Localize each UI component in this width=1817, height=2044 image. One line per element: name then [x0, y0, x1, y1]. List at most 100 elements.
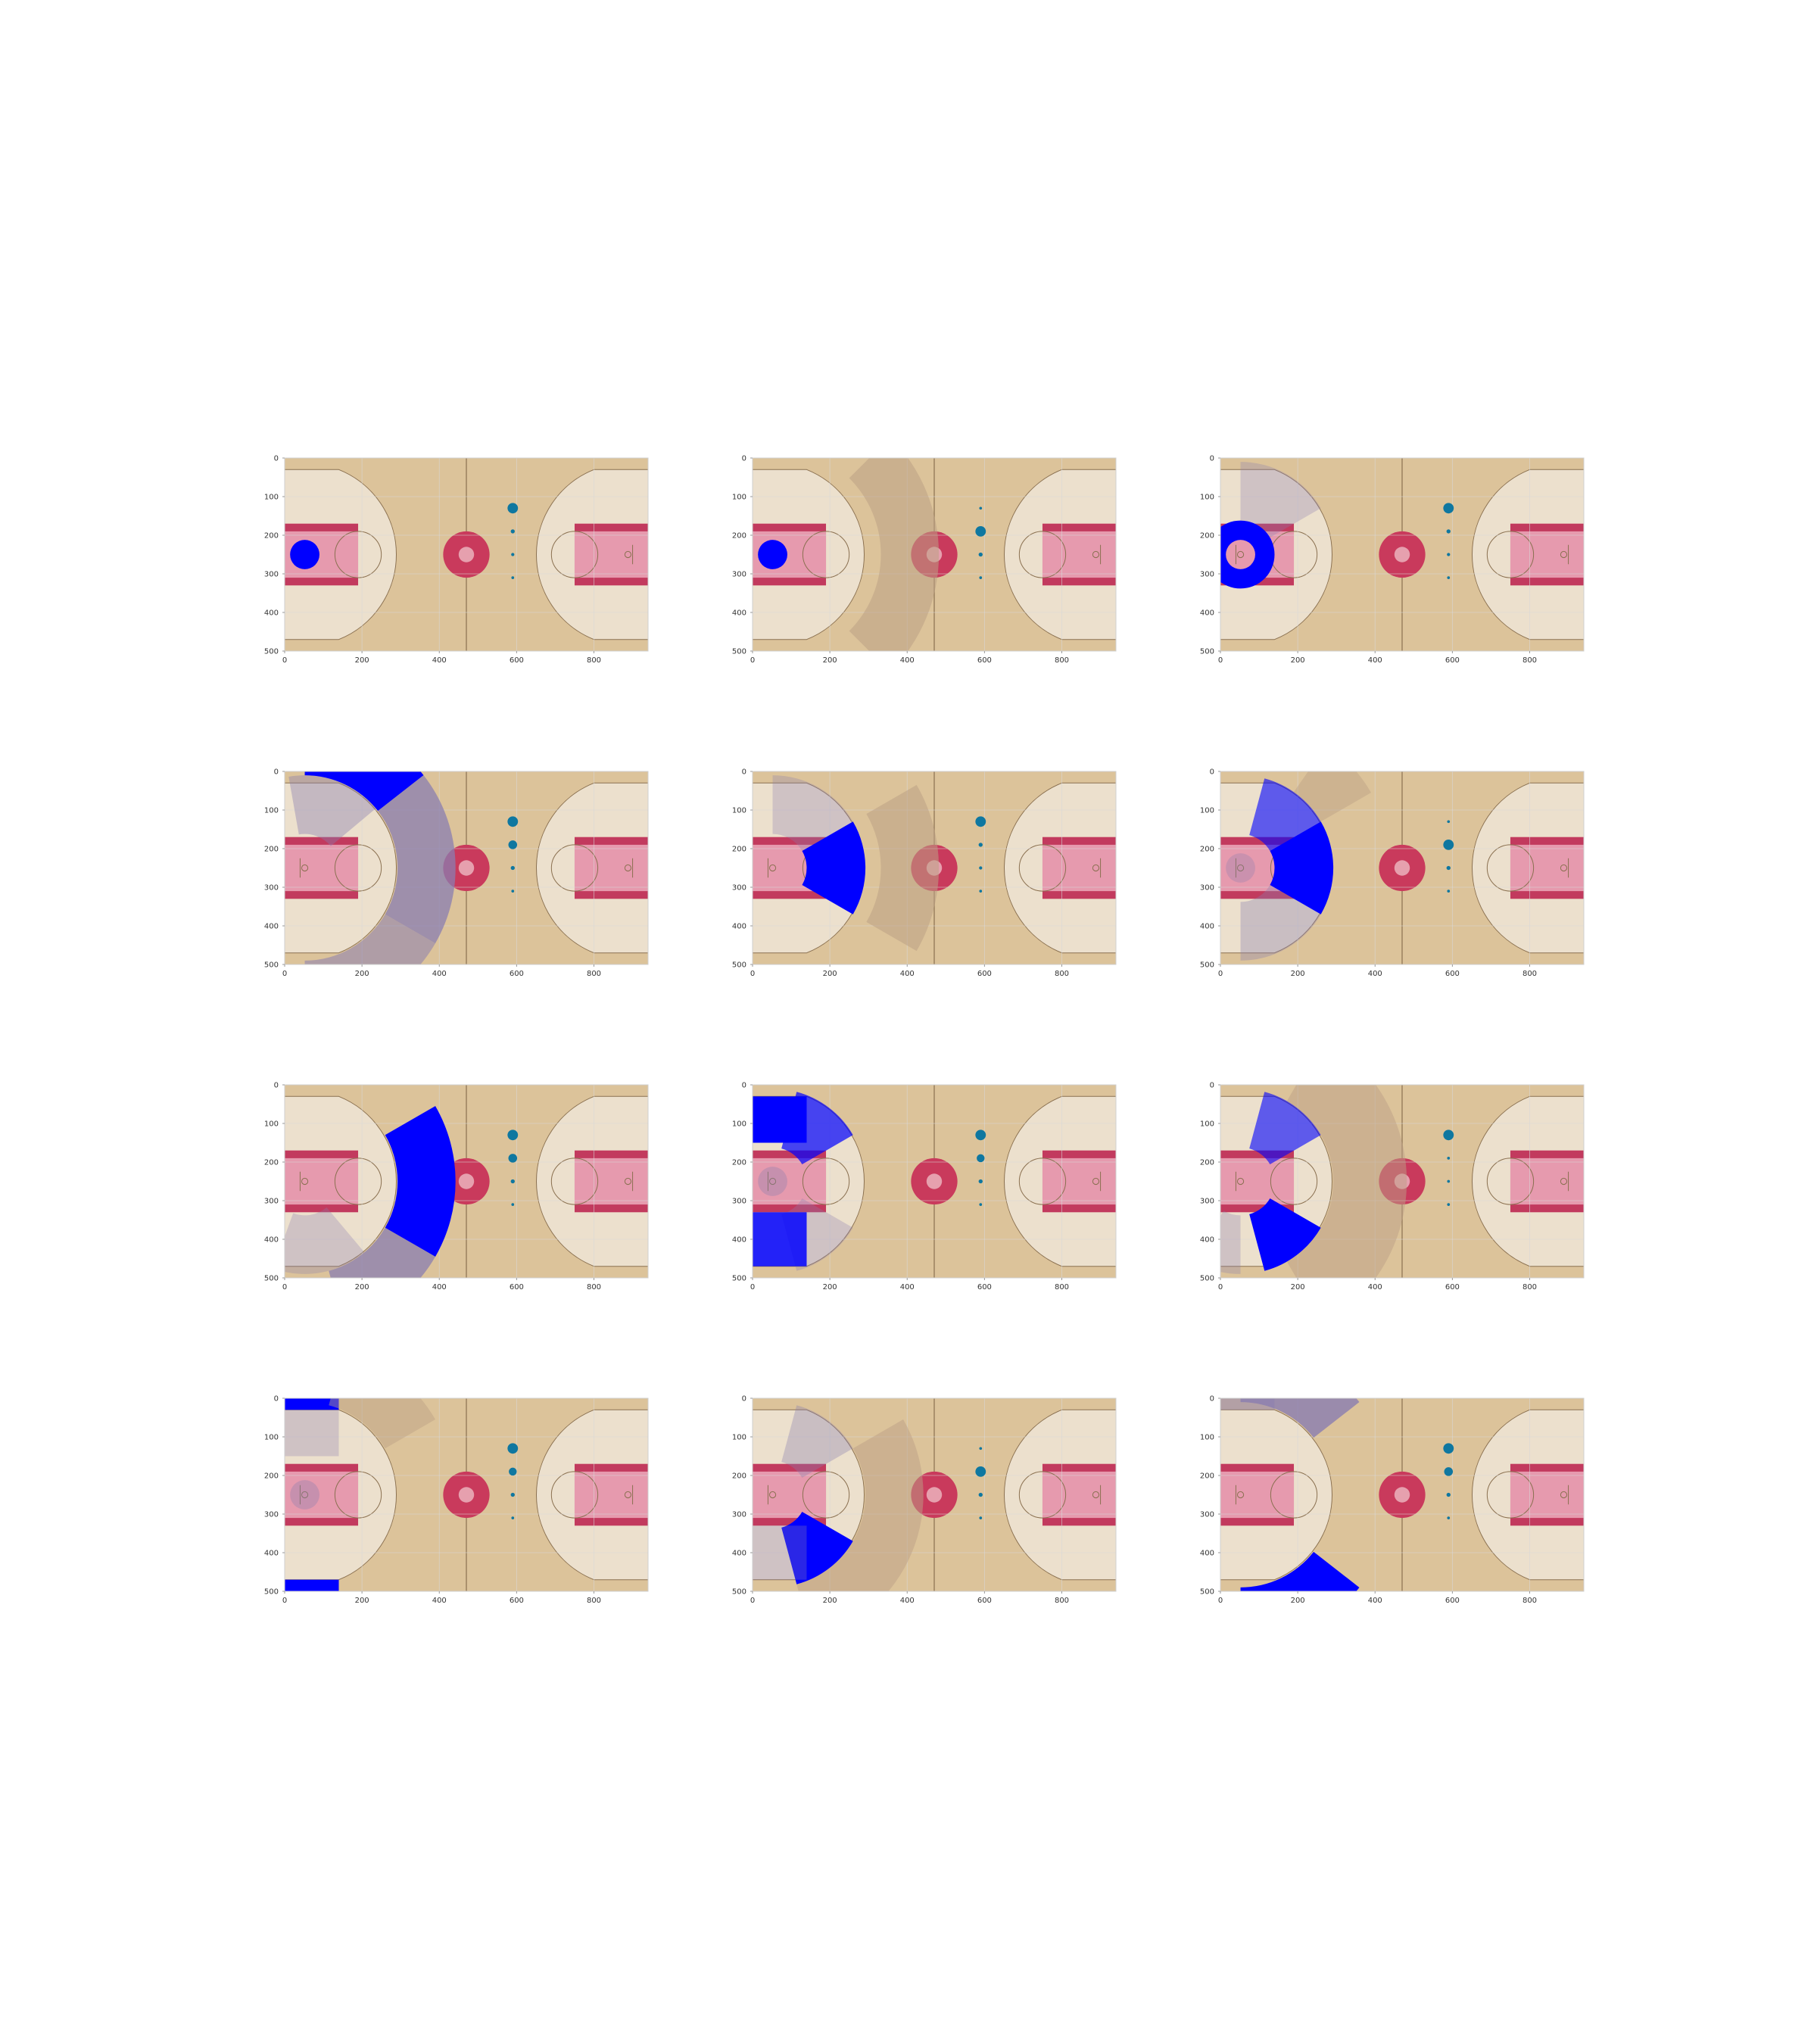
marker-2 [510, 529, 515, 534]
marker-4 [1447, 1203, 1451, 1206]
zone-3 [866, 784, 940, 952]
y-tick-label: 500 [732, 648, 746, 656]
x-tick-label: 0 [282, 1597, 287, 1605]
x-tick-label: 0 [750, 1283, 755, 1292]
y-tick-label: 100 [1200, 494, 1214, 502]
y-tick-label: 300 [732, 884, 746, 893]
axes-frame [1220, 1084, 1585, 1279]
y-tick-label: 300 [1200, 1198, 1214, 1206]
x-tick-label: 200 [355, 1597, 369, 1605]
zone-overlays [1220, 1398, 1360, 1591]
y-tick-label: 0 [742, 768, 746, 777]
free-throw-circle-left [334, 1158, 382, 1205]
x-tick-label: 0 [750, 656, 755, 665]
x-tick-label: 800 [1055, 1283, 1069, 1292]
court-panel-4: 0 200 400 600 800 0 100 200 300 400 500 [264, 768, 649, 978]
marker-2 [508, 840, 518, 849]
y-tick-label: 400 [732, 609, 746, 618]
y-tick-label: 300 [264, 1511, 279, 1519]
axes-frame [752, 1084, 1117, 1279]
court-panel-5: 0 200 400 600 800 0 100 200 300 400 500 [732, 768, 1117, 978]
y-tick-label: 0 [274, 768, 279, 777]
y-tick-label: 400 [1200, 1236, 1214, 1245]
hoop-left [301, 1491, 309, 1499]
x-tick-label: 400 [1368, 1597, 1382, 1605]
y-tick-label: 300 [264, 884, 279, 893]
x-tick-label: 400 [1368, 970, 1382, 978]
zone-2 [1249, 1198, 1321, 1271]
y-tick-label: 100 [264, 1120, 279, 1129]
free-throw-circle-left [802, 1471, 850, 1519]
zone-overlays [753, 1405, 924, 1591]
marker-2 [978, 843, 983, 847]
zone-4 [753, 1525, 807, 1580]
zone-4 [753, 1212, 807, 1267]
y-tick-label: 500 [264, 1275, 279, 1283]
marker-2 [1443, 840, 1454, 850]
hoop-right [624, 1177, 632, 1186]
marker-1 [975, 816, 986, 827]
marker-4 [979, 576, 983, 579]
hoop-right [624, 550, 632, 559]
hoop-right [1560, 1491, 1568, 1499]
hoop-right [624, 864, 632, 872]
court-panel-11: 0 200 400 600 800 0 100 200 300 400 500 [732, 1395, 1117, 1605]
free-throw-circle-right [1018, 844, 1067, 892]
y-tick-label: 200 [1200, 846, 1214, 854]
zone-3 [1286, 1085, 1407, 1278]
free-throw-circle-right [1486, 1471, 1535, 1519]
y-tick-label: 100 [732, 1120, 746, 1129]
zone-2 [378, 775, 456, 943]
y-tick-label: 100 [732, 494, 746, 502]
free-throw-circle-right [550, 844, 599, 892]
x-tick-label: 600 [977, 1597, 992, 1605]
zone-1 [781, 1511, 853, 1584]
zone-3 [796, 1419, 924, 1591]
court-panel-12: 0 200 400 600 800 0 100 200 300 400 500 [1200, 1395, 1585, 1605]
zone-4 [329, 1398, 436, 1449]
x-tick-label: 800 [587, 970, 601, 978]
y-tick-label: 0 [274, 1082, 279, 1090]
y-tick-label: 300 [264, 1198, 279, 1206]
marker-1 [1443, 1129, 1454, 1141]
x-tick-label: 200 [1291, 656, 1305, 665]
axes-frame [284, 1397, 649, 1592]
zone-overlays [772, 775, 940, 952]
y-tick-label: 0 [742, 455, 746, 463]
y-tick-label: 0 [1210, 768, 1214, 777]
x-tick-label: 0 [282, 970, 287, 978]
zone-1 [1220, 520, 1275, 589]
x-tick-label: 600 [1445, 656, 1460, 665]
marker-4 [511, 1516, 515, 1519]
x-tick-label: 0 [750, 1597, 755, 1605]
marker-4 [979, 1203, 983, 1206]
hoop-left [1236, 550, 1245, 559]
x-tick-label: 600 [977, 1283, 992, 1292]
x-tick-label: 600 [977, 656, 992, 665]
marker-4 [1447, 1516, 1451, 1519]
marker-1 [1447, 820, 1451, 824]
marker-1 [979, 506, 983, 510]
marker-4 [979, 1516, 983, 1519]
axes-frame [752, 771, 1117, 965]
x-tick-label: 400 [900, 970, 915, 978]
x-tick-label: 0 [1218, 656, 1223, 665]
y-tick-label: 200 [264, 1472, 279, 1481]
marker-1 [1443, 1443, 1454, 1454]
free-throw-circle-left [802, 1158, 850, 1205]
zone-overlays [285, 1398, 436, 1591]
axes-frame [284, 457, 649, 652]
x-tick-label: 200 [823, 970, 837, 978]
free-throw-circle-right [550, 1471, 599, 1519]
axes-frame [1220, 457, 1585, 652]
free-throw-circle-left [334, 844, 382, 892]
free-throw-circle-left [334, 531, 382, 578]
x-tick-label: 400 [432, 1283, 447, 1292]
y-tick-label: 200 [732, 532, 746, 541]
zone-overlays [1220, 1085, 1407, 1278]
free-throw-circle-left [334, 1471, 382, 1519]
hoop-left [768, 864, 777, 872]
axes-frame [752, 1397, 1117, 1592]
free-throw-circle-right [550, 1158, 599, 1205]
x-tick-label: 600 [510, 970, 524, 978]
